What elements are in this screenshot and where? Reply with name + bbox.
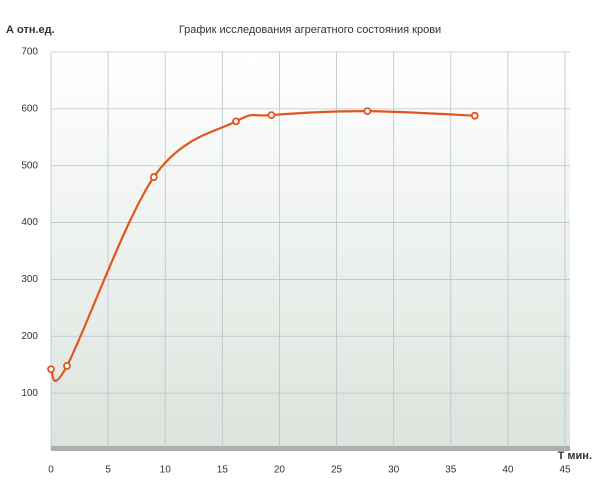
- x-tick-label: 25: [331, 465, 343, 476]
- y-tick-label: 500: [21, 160, 38, 171]
- point: [149, 173, 158, 181]
- point: [363, 107, 372, 116]
- x-tick-label: 5: [105, 465, 111, 476]
- y-tick-label: 300: [21, 274, 38, 285]
- y-axis-label: А отн.ед.: [6, 24, 55, 36]
- point: [470, 111, 479, 120]
- x-tick-label: 30: [388, 465, 400, 476]
- y-tick-label: 200: [21, 331, 38, 342]
- y-tick-label: 400: [21, 217, 38, 228]
- y-tick-label: 600: [21, 103, 38, 114]
- x-tick-label: 35: [445, 465, 457, 476]
- x-axis-band: [51, 446, 570, 451]
- chart-title: График исследования агрегатного состояни…: [179, 24, 441, 36]
- point: [47, 365, 55, 374]
- x-tick-label: 10: [160, 465, 172, 476]
- x-tick-label: 20: [274, 465, 286, 476]
- x-tick-label: 15: [217, 465, 229, 476]
- x-axis-label: Т мин.: [558, 450, 592, 462]
- x-tick-label: 40: [502, 465, 514, 476]
- x-tick-label: 0: [48, 465, 54, 476]
- x-tick-label: 45: [559, 465, 571, 476]
- y-tick-label: 700: [21, 47, 38, 58]
- y-tick-label: 100: [21, 388, 38, 399]
- point: [63, 361, 71, 370]
- plot-area: [51, 52, 570, 450]
- point: [232, 117, 240, 126]
- point: [267, 111, 276, 120]
